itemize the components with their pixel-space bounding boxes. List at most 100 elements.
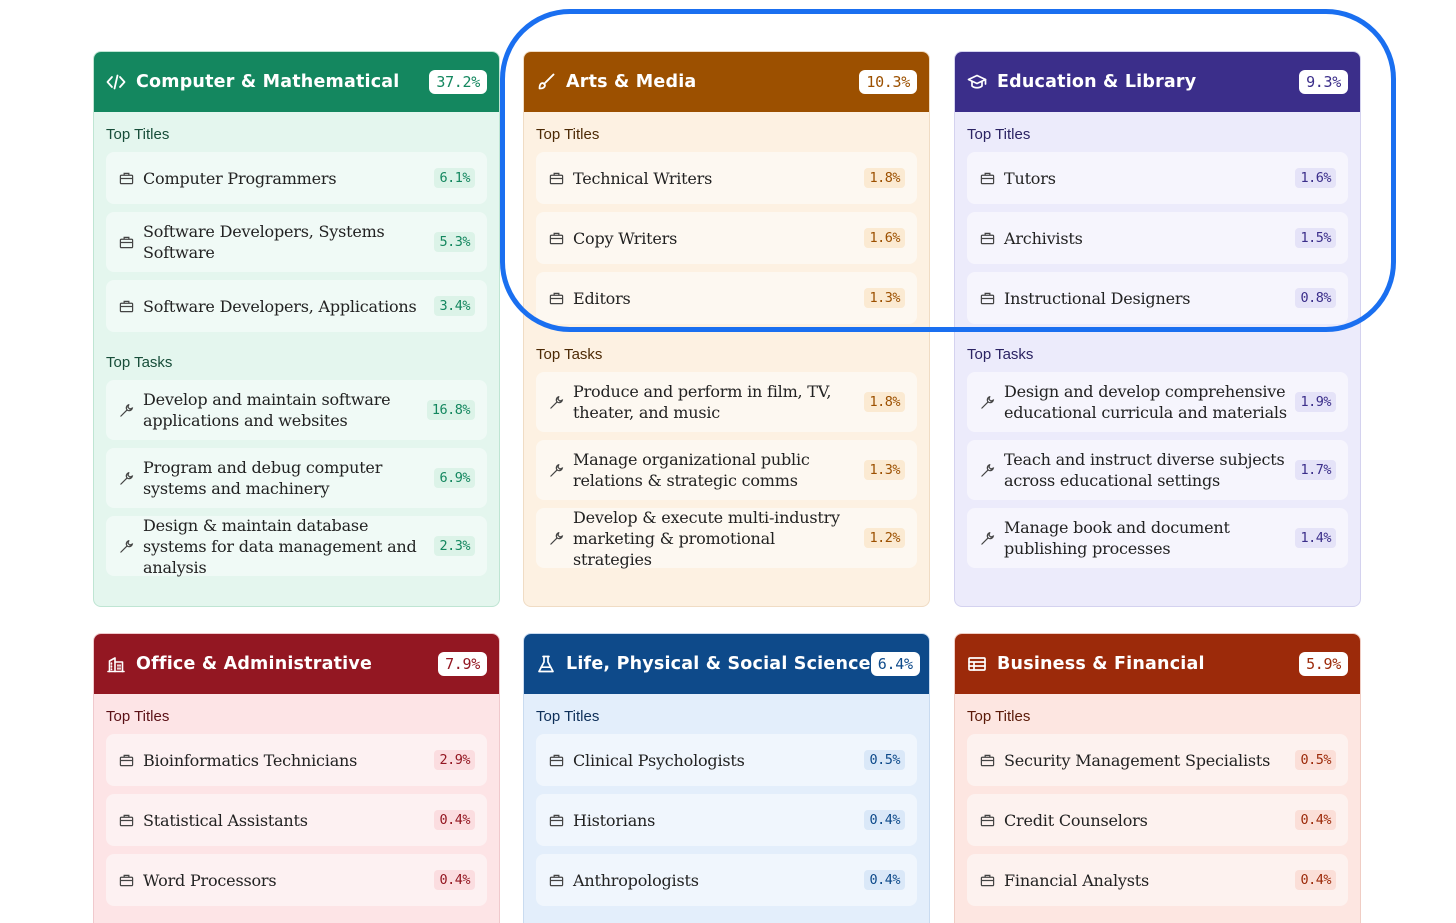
briefcase-icon [548, 230, 564, 246]
row-percent: 3.4% [434, 296, 475, 316]
row-label: Anthropologists [573, 870, 699, 890]
row-percent: 1.3% [864, 460, 905, 480]
title-row[interactable]: Bioinformatics Technicians 2.9% [106, 734, 487, 786]
wrench-icon [979, 394, 995, 410]
card-title: Arts & Media [566, 72, 697, 92]
share-badge: 7.9% [438, 652, 487, 676]
section-label-titles: Top Titles [106, 708, 170, 725]
briefcase-icon [118, 752, 134, 768]
title-row[interactable]: Instructional Designers 0.8% [967, 272, 1348, 324]
row-label: Credit Counselors [1004, 810, 1148, 830]
task-row[interactable]: Develop and maintain software applicatio… [106, 380, 487, 440]
title-row[interactable]: Credit Counselors 0.4% [967, 794, 1348, 846]
share-badge: 9.3% [1299, 70, 1348, 94]
briefcase-icon [118, 170, 134, 186]
row-label: Design & maintain database systems for d… [143, 515, 417, 577]
task-row[interactable]: Develop & execute multi-industry marketi… [536, 507, 917, 569]
briefcase-icon [979, 752, 995, 768]
briefcase-icon [548, 290, 564, 306]
title-row[interactable]: Security Management Specialists 0.5% [967, 734, 1348, 786]
card-header: Office & Administrative 7.9% [94, 634, 499, 694]
category-card-education: Education & Library 9.3% Top Titles Tuto… [954, 51, 1361, 607]
card-title: Life, Physical & Social Science [566, 654, 871, 674]
task-row[interactable]: Design & maintain database systems for d… [106, 515, 487, 577]
section-label-titles: Top Titles [536, 708, 600, 725]
section-label-titles: Top Titles [967, 708, 1031, 725]
title-row[interactable]: Copy Writers 1.6% [536, 212, 917, 264]
brush-icon [536, 72, 556, 92]
row-label: Develop & execute multi-industry marketi… [573, 507, 840, 569]
wrench-icon [548, 530, 564, 546]
row-label: Teach and instruct diverse subjects acro… [1004, 450, 1285, 490]
row-label: Archivists [1004, 228, 1083, 248]
row-label: Word Processors [143, 870, 277, 890]
row-percent: 16.8% [426, 400, 475, 420]
title-row[interactable]: Clinical Psychologists 0.5% [536, 734, 917, 786]
row-label: Develop and maintain software applicatio… [143, 390, 391, 430]
briefcase-icon [548, 812, 564, 828]
row-label: Historians [573, 810, 656, 830]
row-percent: 6.9% [434, 468, 475, 488]
row-label: Clinical Psychologists [573, 750, 745, 770]
row-label: Produce and perform in film, TV, theater… [573, 382, 832, 422]
section-label-tasks: Top Tasks [967, 346, 1034, 363]
task-row[interactable]: Teach and instruct diverse subjects acro… [967, 440, 1348, 500]
title-row[interactable]: Computer Programmers 6.1% [106, 152, 487, 204]
row-percent: 1.4% [1295, 528, 1336, 548]
task-row[interactable]: Manage book and document publishing proc… [967, 508, 1348, 568]
row-percent: 2.3% [434, 536, 475, 556]
title-row[interactable]: Financial Analysts 0.4% [967, 854, 1348, 906]
building-icon [106, 654, 126, 674]
row-percent: 0.4% [434, 870, 475, 890]
briefcase-icon [979, 170, 995, 186]
row-label: Instructional Designers [1004, 288, 1191, 308]
task-row[interactable]: Design and develop comprehensive educati… [967, 372, 1348, 432]
row-label: Manage book and document publishing proc… [1004, 518, 1230, 558]
briefcase-icon [548, 752, 564, 768]
category-card-arts: Arts & Media 10.3% Top Titles Technical … [523, 51, 930, 607]
title-row[interactable]: Software Developers, Applications 3.4% [106, 280, 487, 332]
share-badge: 5.9% [1299, 652, 1348, 676]
briefcase-icon [979, 812, 995, 828]
row-label: Statistical Assistants [143, 810, 308, 830]
row-percent: 1.9% [1295, 392, 1336, 412]
row-label: Financial Analysts [1004, 870, 1149, 890]
row-percent: 1.6% [1295, 168, 1336, 188]
code-icon [106, 72, 126, 92]
card-header: Business & Financial 5.9% [955, 634, 1360, 694]
row-percent: 0.4% [434, 810, 475, 830]
briefcase-icon [118, 812, 134, 828]
wrench-icon [548, 394, 564, 410]
row-percent: 1.7% [1295, 460, 1336, 480]
row-percent: 1.2% [864, 528, 905, 548]
title-row[interactable]: Technical Writers 1.8% [536, 152, 917, 204]
title-row[interactable]: Archivists 1.5% [967, 212, 1348, 264]
category-card-business: Business & Financial 5.9% Top Titles Sec… [954, 633, 1361, 923]
row-label: Bioinformatics Technicians [143, 750, 358, 770]
briefcase-icon [979, 872, 995, 888]
title-row[interactable]: Software Developers, Systems Software 5.… [106, 212, 487, 272]
card-title: Business & Financial [997, 654, 1205, 674]
title-row[interactable]: Tutors 1.6% [967, 152, 1348, 204]
title-row[interactable]: Anthropologists 0.4% [536, 854, 917, 906]
row-percent: 1.6% [864, 228, 905, 248]
row-percent: 2.9% [434, 750, 475, 770]
wrench-icon [979, 462, 995, 478]
title-row[interactable]: Statistical Assistants 0.4% [106, 794, 487, 846]
row-percent: 0.5% [864, 750, 905, 770]
row-percent: 1.8% [864, 168, 905, 188]
task-row[interactable]: Manage organizational public relations &… [536, 440, 917, 500]
task-row[interactable]: Produce and perform in film, TV, theater… [536, 372, 917, 432]
row-percent: 5.3% [434, 232, 475, 252]
title-row[interactable]: Historians 0.4% [536, 794, 917, 846]
share-badge: 37.2% [429, 70, 487, 94]
row-percent: 0.4% [864, 810, 905, 830]
title-row[interactable]: Editors 1.3% [536, 272, 917, 324]
title-row[interactable]: Word Processors 0.4% [106, 854, 487, 906]
section-label-titles: Top Titles [536, 126, 600, 143]
category-card-computer: Computer & Mathematical 37.2% Top Titles… [93, 51, 500, 607]
card-header: Life, Physical & Social Science 6.4% [524, 634, 929, 694]
section-label-titles: Top Titles [967, 126, 1031, 143]
row-label: Program and debug computer systems and m… [143, 458, 383, 498]
task-row[interactable]: Program and debug computer systems and m… [106, 448, 487, 508]
